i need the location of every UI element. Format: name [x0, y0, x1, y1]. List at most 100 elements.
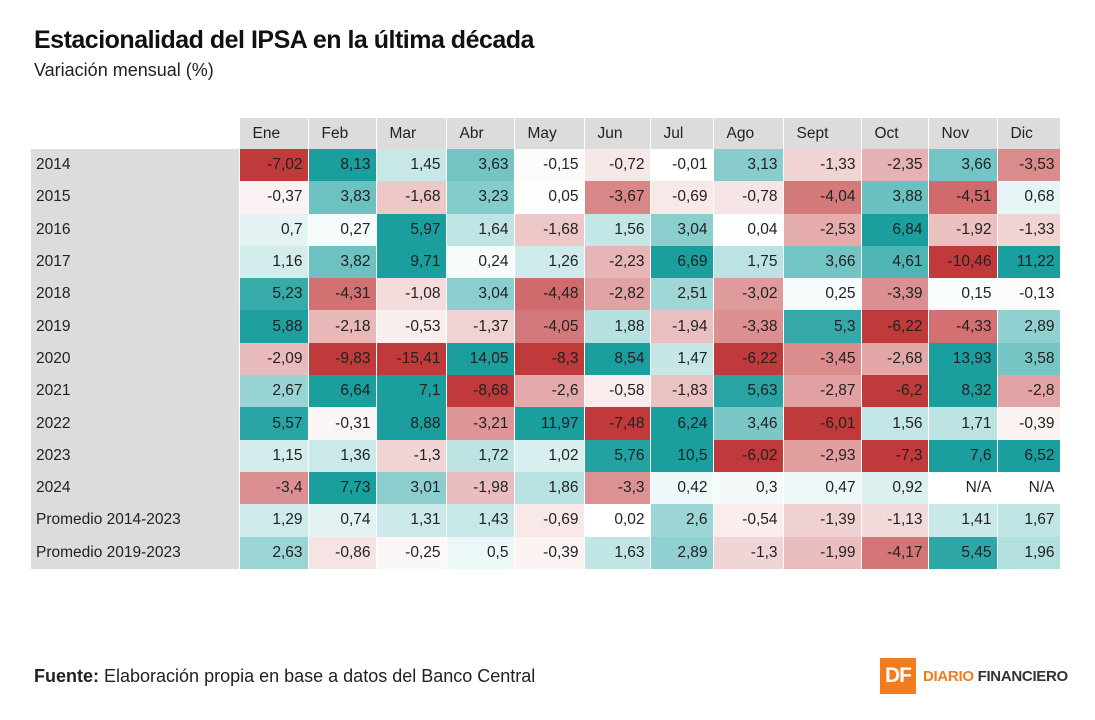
- heat-cell: -1,08: [376, 278, 447, 311]
- heat-cell: 3,23: [446, 181, 515, 214]
- row-label: 2017: [31, 245, 240, 279]
- heat-cell: -3,38: [713, 310, 784, 343]
- header-row: Ene Feb Mar Abr May Jun Jul Ago Sept Oct Nov Dic: [31, 118, 1061, 149]
- heat-cell: -3,4: [239, 471, 309, 505]
- heat-cell: 1,36: [308, 439, 377, 472]
- column-header: Feb: [308, 118, 377, 149]
- source-label: Fuente:: [34, 666, 99, 686]
- heat-cell: -0,01: [650, 149, 714, 182]
- heat-cell: -4,31: [308, 278, 377, 311]
- heat-cell: -1,37: [446, 310, 515, 343]
- row-label: 2022: [31, 407, 240, 440]
- heat-cell: 3,82: [308, 245, 377, 279]
- heat-cell: -6,01: [783, 407, 862, 440]
- table-row: 2014 -7,02 8,13 1,45 3,63 -0,15 -0,72 -0,01 3,13…: [31, 149, 1061, 182]
- table-row: 2016 0,7 0,27 5,97 1,64 -1,68 1,56 3,04 0,04 -2,5…: [31, 213, 1061, 246]
- row-label: Promedio 2019-2023: [31, 536, 240, 569]
- header-corner: [31, 118, 240, 149]
- heat-cell: -3,67: [584, 181, 651, 214]
- heat-cell: -0,54: [713, 504, 784, 537]
- table-row: 2020 -2,09 -9,83 -15,41 14,05 -8,3 8,54 1,47 -6,…: [31, 342, 1061, 376]
- heat-cell: -4,04: [783, 181, 862, 214]
- heat-cell: 11,22: [997, 245, 1061, 279]
- logo-word-financiero: FINANCIERO: [977, 667, 1069, 685]
- heatmap-table: Ene Feb Mar Abr May Jun Jul Ago Sept Oct Nov Dic 20…: [31, 118, 1061, 569]
- logo-word-diario: DIARIO: [923, 667, 974, 685]
- heat-cell: -1,94: [650, 310, 714, 343]
- heat-cell: 1,56: [584, 213, 651, 246]
- heat-cell: 1,56: [861, 407, 929, 440]
- heat-cell: 5,76: [584, 439, 651, 472]
- row-label: 2019: [31, 310, 240, 343]
- heat-cell: 3,58: [997, 342, 1061, 376]
- heat-cell: -1,83: [650, 375, 714, 408]
- heat-cell: -9,83: [308, 342, 377, 376]
- heat-cell: -4,51: [928, 181, 998, 214]
- heat-cell: 5,57: [239, 407, 309, 440]
- heat-cell: 6,69: [650, 245, 714, 279]
- heat-cell: -6,22: [713, 342, 784, 376]
- column-header: Ago: [713, 118, 784, 149]
- heat-cell: 0,02: [584, 504, 651, 537]
- heat-cell: 5,63: [713, 375, 784, 408]
- heat-cell: 5,88: [239, 310, 309, 343]
- heat-cell: 2,89: [997, 310, 1061, 343]
- heat-cell: -2,68: [861, 342, 929, 376]
- heat-cell: -1,92: [928, 213, 998, 246]
- heat-cell: 11,97: [514, 407, 585, 440]
- heat-cell: -1,99: [783, 536, 862, 569]
- heat-cell: 1,86: [514, 471, 585, 505]
- heat-cell: -3,21: [446, 407, 515, 440]
- heat-cell: -7,3: [861, 439, 929, 472]
- row-label: 2023: [31, 439, 240, 472]
- column-header: Dic: [997, 118, 1061, 149]
- heat-cell: 3,46: [713, 407, 784, 440]
- heat-cell: -4,33: [928, 310, 998, 343]
- heat-cell: -0,13: [997, 278, 1061, 311]
- heat-cell: -3,39: [861, 278, 929, 311]
- diario-financiero-logo: DF DIARIO FINANCIERO: [880, 658, 1068, 694]
- heat-cell: 1,75: [713, 245, 784, 279]
- heat-cell: -1,3: [713, 536, 784, 569]
- heat-cell: -0,53: [376, 310, 447, 343]
- chart-title: Estacionalidad del IPSA en la última déc…: [34, 26, 534, 54]
- heat-cell: -2,93: [783, 439, 862, 472]
- column-header: Nov: [928, 118, 998, 149]
- heat-cell: -0,58: [584, 375, 651, 408]
- heat-cell: 0,15: [928, 278, 998, 311]
- heat-cell: 0,3: [713, 471, 784, 505]
- heat-cell: 5,45: [928, 536, 998, 569]
- heat-cell: 1,88: [584, 310, 651, 343]
- row-label: 2020: [31, 342, 240, 376]
- heat-cell: 1,31: [376, 504, 447, 537]
- heat-cell: 5,3: [783, 310, 862, 343]
- heat-cell: 1,16: [239, 245, 309, 279]
- heat-cell: 1,26: [514, 245, 585, 279]
- heat-cell: -6,02: [713, 439, 784, 472]
- heat-cell: 0,27: [308, 213, 377, 246]
- row-label: 2016: [31, 213, 240, 246]
- source-text: Elaboración propia en base a datos del B…: [99, 666, 536, 686]
- heat-cell: 1,45: [376, 149, 447, 182]
- heat-cell: -10,46: [928, 245, 998, 279]
- heat-cell: -6,22: [861, 310, 929, 343]
- table-row: 2019 5,88 -2,18 -0,53 -1,37 -4,05 1,88 -1,94 -3,…: [31, 310, 1061, 343]
- heat-cell: -1,33: [997, 213, 1061, 246]
- heat-cell: 1,47: [650, 342, 714, 376]
- column-header: Abr: [446, 118, 515, 149]
- column-header: Oct: [861, 118, 929, 149]
- heat-cell: 1,63: [584, 536, 651, 569]
- heat-cell: 6,52: [997, 439, 1061, 472]
- heat-cell: 7,1: [376, 375, 447, 408]
- heat-cell: 0,5: [446, 536, 515, 569]
- row-label: 2021: [31, 375, 240, 408]
- source-note: Fuente: Elaboración propia en base a dat…: [34, 666, 535, 687]
- table-row: Promedio 2019-2023 2,63 -0,86 -0,25 0,5 -0,39…: [31, 536, 1061, 569]
- heat-cell: -3,3: [584, 471, 651, 505]
- heat-cell: 0,42: [650, 471, 714, 505]
- heat-cell: -1,39: [783, 504, 862, 537]
- heat-cell: 3,88: [861, 181, 929, 214]
- heat-cell: -0,69: [514, 504, 585, 537]
- heat-cell: 0,7: [239, 213, 309, 246]
- heat-cell: 5,97: [376, 213, 447, 246]
